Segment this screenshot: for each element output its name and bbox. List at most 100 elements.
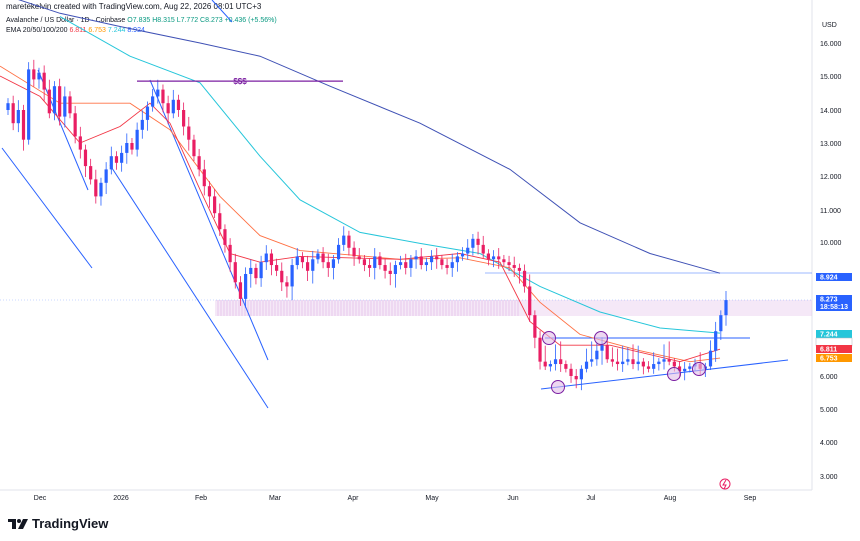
candle-body (590, 359, 594, 362)
candle-body (316, 253, 320, 260)
candle-body (11, 103, 15, 124)
candle-body (145, 106, 150, 120)
candle-body (367, 265, 372, 268)
candle-body (455, 256, 459, 263)
ema-title: EMA 20/50/100/200 (6, 27, 68, 34)
ema-100-line (59, 16, 721, 334)
chart-header: maretekelvin created with TradingView.co… (6, 2, 261, 12)
price-badge-label: 7.244 (820, 332, 838, 339)
lightning-icon[interactable] (719, 478, 731, 490)
candle-body (228, 244, 232, 263)
candle-body (388, 270, 392, 274)
ema-200-line (18, 0, 721, 274)
candle-body (677, 366, 682, 372)
candle-body (58, 86, 62, 117)
candle-body (615, 361, 620, 365)
candle-body (331, 259, 336, 268)
candle-body (404, 262, 408, 268)
liquidity-label: $$$ (233, 77, 247, 86)
candle-body (538, 337, 542, 362)
candle-body (476, 238, 480, 245)
x-tick-label: 2026 (113, 495, 129, 502)
ema-20-line (0, 75, 721, 363)
candle-body (378, 256, 382, 266)
price-badge (816, 295, 852, 311)
support-zone (215, 300, 812, 316)
candle-body (63, 96, 67, 117)
y-tick-label: 6.000 (820, 374, 838, 381)
channel-line (37, 69, 89, 191)
ema-values: 6.811 6.753 7.244 8.924 (69, 27, 144, 34)
currency-label: USD (822, 22, 837, 29)
x-tick-label: Sep (744, 495, 757, 502)
candle-body (481, 244, 485, 254)
candle-body (125, 143, 129, 153)
price-badge (816, 330, 852, 338)
pivot-marker (667, 367, 681, 381)
price-badge-label: 8.924 (820, 275, 838, 282)
candle-body (445, 265, 449, 268)
candle-body (295, 256, 299, 266)
channel-line (1, 147, 93, 269)
candle-body (533, 315, 537, 338)
candle-body (109, 156, 113, 170)
price-badge-label: 7.000 (820, 340, 838, 347)
candle-body (631, 359, 635, 365)
header-text: maretekelvin created with TradingView.co… (6, 2, 262, 11)
tradingview-logo-icon (8, 518, 28, 529)
candle-body (151, 96, 155, 107)
candle-body (605, 345, 609, 360)
candle-body (27, 69, 31, 140)
candle-body (73, 113, 77, 137)
candle-body (140, 119, 144, 130)
candle-body (192, 139, 196, 157)
candle-body (636, 361, 640, 365)
candle-body (182, 110, 186, 127)
candle-body (621, 361, 625, 365)
candle-body (512, 265, 516, 268)
candle-body (202, 169, 206, 187)
candle-body (497, 256, 501, 260)
candle-body (342, 235, 346, 245)
candle-body (47, 89, 51, 114)
candle-body (89, 166, 93, 180)
candle-body (528, 286, 532, 316)
pivot-marker (692, 362, 706, 376)
candle-body (156, 89, 160, 97)
candle-body (94, 179, 98, 197)
candle-body (176, 99, 181, 110)
tradingview-logo[interactable]: TradingView (8, 516, 108, 531)
x-tick-label: Mar (269, 495, 282, 502)
x-tick-label: Aug (664, 495, 677, 502)
candle-body (311, 259, 315, 271)
symbol-legend[interactable]: Avalanche / US Dollar · 1D · Coinbase O7… (6, 16, 277, 25)
candle-body (724, 300, 728, 316)
candle-body (579, 368, 583, 380)
y-tick-label: 13.000 (820, 141, 842, 148)
candle-body (166, 103, 170, 114)
candle-body (435, 256, 439, 260)
candle-body (460, 253, 465, 257)
candle-body (440, 259, 444, 266)
candle-body (21, 110, 26, 140)
candle-body (652, 364, 656, 369)
candle-body (569, 368, 573, 376)
candle-body (714, 331, 718, 351)
y-tick-label: 15.000 (820, 74, 842, 81)
candle-body (336, 244, 341, 260)
candle-body (486, 253, 490, 260)
candle-body (187, 126, 191, 140)
x-tick-label: Feb (195, 495, 207, 502)
ema-legend[interactable]: EMA 20/50/100/200 6.811 6.753 7.244 8.92… (6, 26, 145, 35)
candle-body (667, 359, 671, 362)
countdown-label: 18:58:13 (820, 304, 848, 311)
candle-body (600, 345, 604, 351)
candle-body (507, 262, 511, 266)
x-tick-label: Jul (587, 495, 596, 502)
channel-line (149, 79, 269, 361)
y-tick-label: 16.000 (820, 41, 842, 48)
candle-body (78, 136, 82, 150)
candle-body (373, 256, 377, 268)
candle-body (672, 361, 676, 367)
